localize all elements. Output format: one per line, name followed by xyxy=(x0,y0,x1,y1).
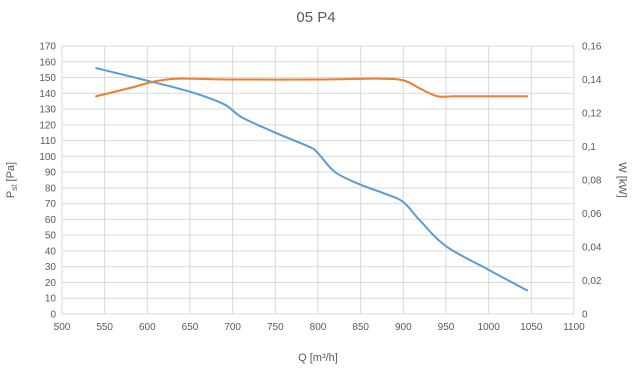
y-tick-label: 120 xyxy=(39,120,56,131)
y-tick-label: 80 xyxy=(45,183,57,194)
y-tick-label: 130 xyxy=(39,105,56,116)
y-tick-label: 40 xyxy=(45,246,57,257)
y-tick-label: 150 xyxy=(39,73,56,84)
y-tick-label: 0 xyxy=(50,310,56,321)
y2-axis-label: W [kW] xyxy=(616,162,628,197)
x-tick-label: 850 xyxy=(352,322,369,333)
y-tick-label: 100 xyxy=(39,152,56,163)
chart-title: 05 P4 xyxy=(296,9,335,26)
y-tick-label: 50 xyxy=(45,231,57,242)
y2-tick-label: 0,04 xyxy=(582,243,602,254)
x-tick-label: 800 xyxy=(310,322,327,333)
x-tick-label: 500 xyxy=(54,322,71,333)
y-axis-label: Pst [Pa] xyxy=(5,162,19,198)
x-tick-label: 1000 xyxy=(478,322,501,333)
y-tick-label: 90 xyxy=(45,168,57,179)
x-tick-label: 950 xyxy=(438,322,455,333)
y2-tick-label: 0,14 xyxy=(582,75,602,86)
pressure-series-line xyxy=(95,67,529,292)
series-layer xyxy=(95,67,529,292)
gridlines xyxy=(61,45,575,315)
y-tick-label: 140 xyxy=(39,89,56,100)
y2-tick-label: 0,12 xyxy=(582,109,602,120)
y-tick-label: 60 xyxy=(45,215,57,226)
x-tick-label: 1050 xyxy=(520,322,543,333)
y-axis-label-sub: st xyxy=(10,184,19,191)
y-axis-label-unit: [Pa] xyxy=(5,162,17,185)
y2-tick-label: 0,06 xyxy=(582,209,602,220)
x-tick-label: 550 xyxy=(96,322,113,333)
y2-tick-label: 0,02 xyxy=(582,276,602,287)
y-axis-ticks: 0 10 20 30 40 50 60 70 80 90 100 110 120 130 140 150 160… xyxy=(39,42,56,321)
y2-tick-label: 0 xyxy=(582,310,588,321)
y2-tick-label: 0,16 xyxy=(582,42,602,53)
power-series-line xyxy=(95,77,529,98)
x-axis-ticks: 500 550 600 650 700 750 800 850 900 950 1000 1050 11… xyxy=(54,322,586,333)
y2-tick-label: 0,08 xyxy=(582,176,602,187)
x-tick-label: 750 xyxy=(267,322,284,333)
x-tick-label: 900 xyxy=(395,322,412,333)
y-tick-label: 10 xyxy=(45,294,57,305)
y2-axis-ticks: 0 0,02 0,04 0,06 0,08 0,1 0,12 0,14 0,16 xyxy=(582,42,602,321)
x-tick-label: 600 xyxy=(139,322,156,333)
y-tick-label: 160 xyxy=(39,57,56,68)
x-tick-label: 1100 xyxy=(563,322,585,333)
y-axis-label-main: P xyxy=(5,191,17,198)
x-tick-label: 650 xyxy=(182,322,199,333)
y-tick-label: 110 xyxy=(40,136,56,147)
y-tick-label: 30 xyxy=(45,262,57,273)
y2-tick-label: 0,1 xyxy=(582,142,596,153)
x-tick-label: 700 xyxy=(224,322,241,333)
y-tick-label: 170 xyxy=(39,42,56,53)
y-tick-label: 20 xyxy=(45,278,57,289)
x-axis-label: Q [m³/h] xyxy=(298,352,338,364)
y-tick-label: 70 xyxy=(45,199,57,210)
